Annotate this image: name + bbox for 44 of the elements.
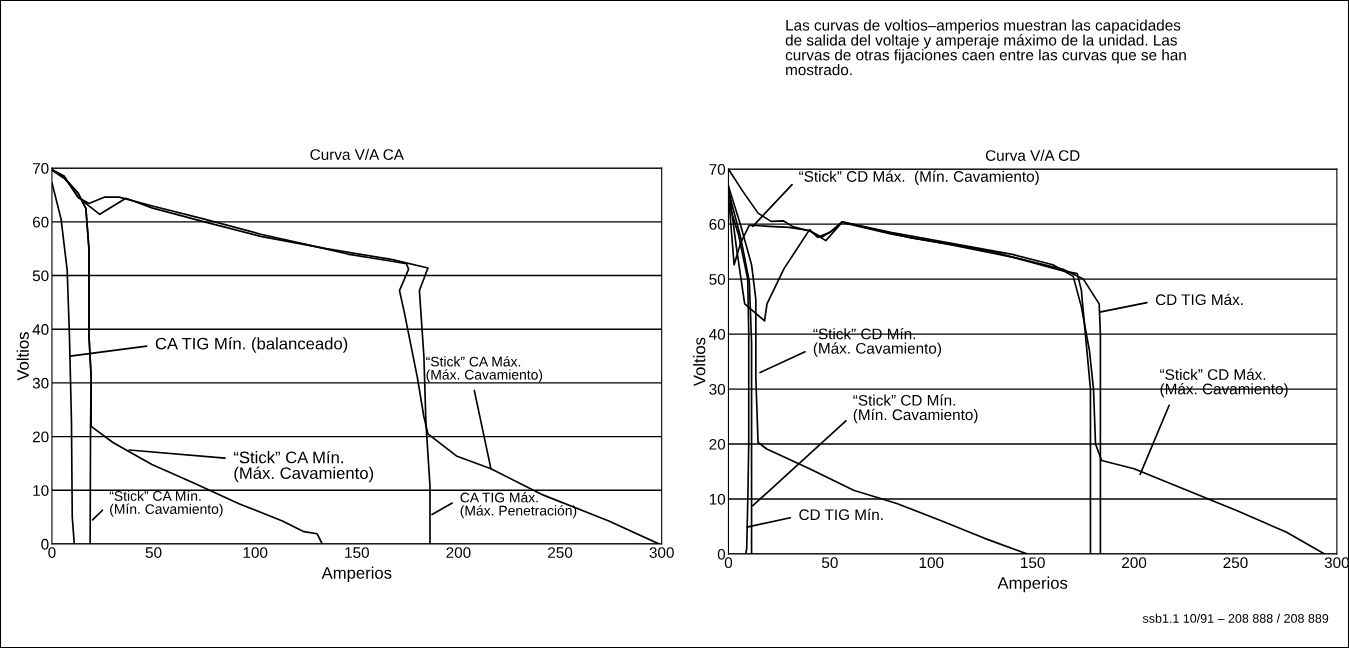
annotation: CA TIG Máx. (Máx. Penetración)	[460, 492, 577, 519]
x-tick-label: 150	[345, 547, 369, 558]
x-tick-label: 300	[649, 547, 674, 558]
y-tick-label: 60	[32, 216, 49, 228]
x-tick-label: 50	[145, 547, 162, 558]
annotation: CD TIG Mín.	[799, 508, 883, 521]
y-tick-label: 70	[709, 164, 726, 175]
x-tick-label: 100	[919, 557, 944, 569]
text: Las curvas de voltios–amperios muestran las capacidades de salida del voltaje y amperaje máximo de la unidad. Las curvas de otras fijaciones caen entre las curvas que se han mostrado.	[785, 19, 1186, 76]
y-tick-label: 70	[32, 163, 49, 174]
y-tick-label: 60	[709, 218, 726, 230]
annotation: CA TIG Mín. (balanceado)	[155, 337, 348, 353]
y-axis-title: Voltios	[693, 337, 706, 387]
annotation: “Stick” CA Mín. (Mín. Cavamiento)	[109, 490, 223, 517]
y-tick-label: 0	[41, 538, 49, 550]
annotation: “Stick” CA Mín. (Máx. Cavamiento)	[233, 450, 374, 483]
y-tick-label: 20	[32, 431, 49, 443]
x-tick-label: 100	[243, 547, 268, 558]
x-tick-label: 150	[1021, 557, 1045, 569]
x-tick-label: 0	[48, 547, 56, 558]
y-tick-label: 10	[33, 485, 49, 496]
y-tick-label: 30	[709, 383, 726, 395]
x-tick-label: 50	[821, 557, 838, 569]
x-tick-label: 200	[446, 547, 471, 558]
x-tick-label: 200	[1122, 557, 1147, 569]
x-axis-title: Amperios	[997, 576, 1068, 593]
text: ssb1.1 10/91 – 208 888 / 208 889	[1142, 613, 1329, 623]
x-axis-title: Amperios	[321, 566, 392, 583]
y-tick-label: 50	[709, 273, 726, 285]
annotation: “Stick” CD Mín. (Mín. Cavamiento)	[853, 394, 978, 424]
y-tick-label: 20	[709, 438, 726, 450]
x-tick-label: 250	[548, 547, 573, 558]
y-tick-label: 10	[709, 493, 726, 505]
annotation: “Stick” CA Máx. (Máx. Cavamiento)	[426, 356, 543, 383]
x-tick-label: 250	[1223, 557, 1248, 569]
chart-title: Curva V/A CA	[310, 148, 404, 160]
y-tick-label: 50	[32, 270, 49, 282]
chart-title: Curva V/A CD	[985, 149, 1080, 161]
y-tick-label: 40	[32, 324, 49, 335]
y-tick-label: 30	[32, 377, 49, 389]
annotation: CD TIG Máx.	[1155, 293, 1243, 306]
y-axis-title: Voltios	[16, 332, 29, 381]
y-tick-label: 40	[709, 328, 726, 340]
annotation: “Stick” CD Máx. (Mín. Cavamiento)	[799, 170, 1039, 185]
